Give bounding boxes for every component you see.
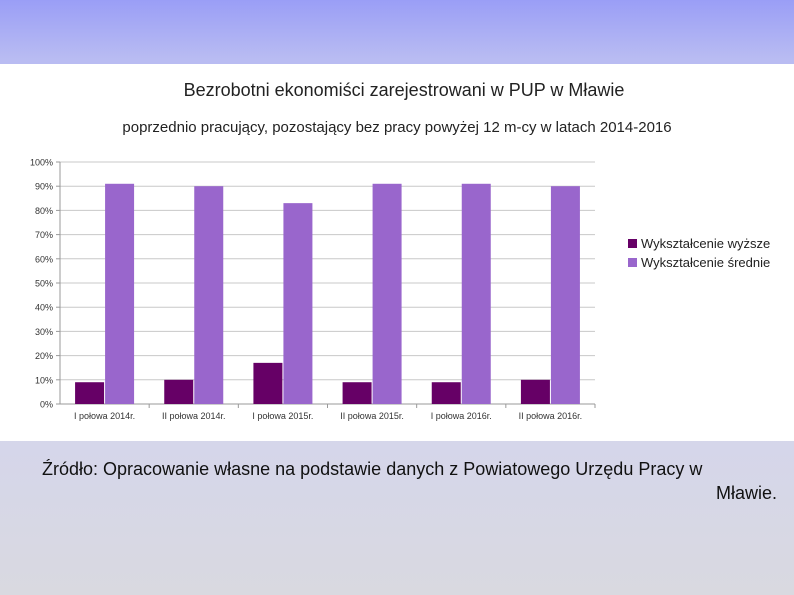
y-tick-label: 50% <box>35 279 53 289</box>
legend-swatch-higher <box>628 239 637 248</box>
bar-higher <box>75 382 105 404</box>
y-tick-label: 60% <box>35 254 53 264</box>
bar-chart: 0% 10% 20% 30% 40% 50% 60% 70% 80% 90% 100% I połow… <box>30 158 596 421</box>
x-tick-label: I połowa 2015r. <box>252 411 313 421</box>
legend-item-higher: Wykształcenie wyższe <box>628 236 770 251</box>
bar-secondary <box>105 183 135 404</box>
chart-subtitle: poprzednio pracujący, pozostający bez pr… <box>122 119 672 136</box>
y-tick-label: 40% <box>35 303 53 313</box>
y-tick-label: 100% <box>30 158 53 168</box>
source-line-2: Mławie. <box>715 483 777 503</box>
x-tick-label: II połowa 2016r. <box>519 411 583 421</box>
x-tick-label: I połowa 2014r. <box>74 411 135 421</box>
legend-item-secondary: Wykształcenie średnie <box>628 255 770 270</box>
x-tick-label: I połowa 2016r. <box>431 411 492 421</box>
source-line-1: Źródło: Opracowanie własne na podstawie … <box>42 459 703 479</box>
legend-label-secondary: Wykształcenie średnie <box>641 255 771 270</box>
legend-swatch-secondary <box>628 258 637 267</box>
y-tick-label: 30% <box>35 327 53 337</box>
bar-higher <box>431 382 461 404</box>
bar-higher <box>520 379 550 404</box>
chart-panel: Bezrobotni ekonomiści zarejestrowani w P… <box>0 64 794 441</box>
x-tick-label: II połowa 2015r. <box>340 411 404 421</box>
bar-secondary <box>461 183 491 404</box>
bar-secondary <box>283 203 313 404</box>
bar-higher <box>342 382 372 404</box>
chart-title: Bezrobotni ekonomiści zarejestrowani w P… <box>183 80 625 100</box>
bar-secondary <box>372 183 402 404</box>
bar-secondary <box>194 186 224 404</box>
y-tick-label: 80% <box>35 206 53 216</box>
y-tick-label: 20% <box>35 351 53 361</box>
source-note: Źródło: Opracowanie własne na podstawie … <box>30 457 777 505</box>
bar-higher <box>253 362 283 404</box>
y-tick-label: 90% <box>35 182 53 192</box>
y-tick-label: 10% <box>35 375 53 385</box>
y-tick-label: 0% <box>40 400 53 410</box>
bar-higher <box>164 379 194 404</box>
y-tick-label: 70% <box>35 230 53 240</box>
x-tick-label: II połowa 2014r. <box>162 411 226 421</box>
bar-secondary <box>550 186 580 404</box>
legend-label-higher: Wykształcenie wyższe <box>641 236 771 251</box>
